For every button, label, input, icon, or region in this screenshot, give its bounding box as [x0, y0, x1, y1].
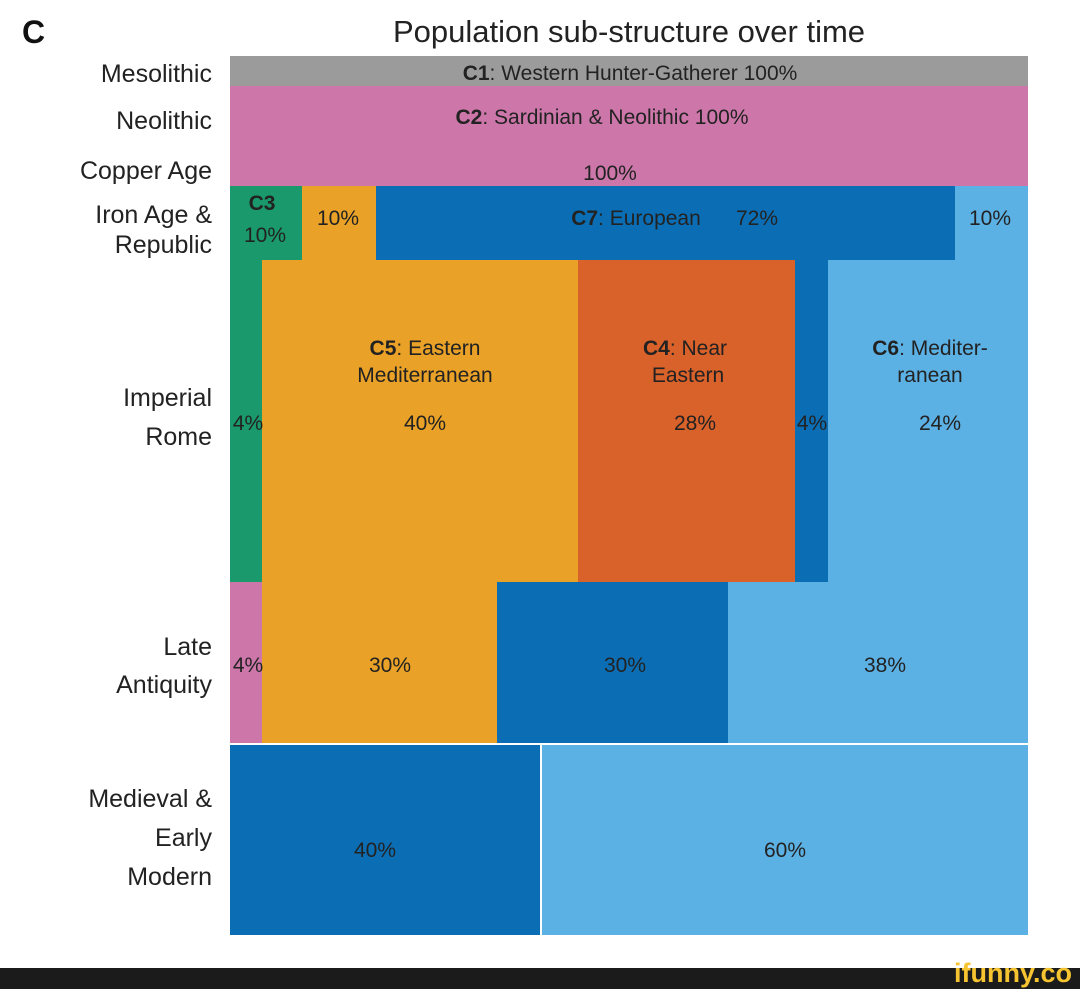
label-imperial-c6-pct: 24%: [919, 412, 961, 435]
panel-label: C: [22, 14, 46, 50]
bar-c2-neolithic-copper: [230, 86, 1028, 186]
label-imperial-c3-pct: 4%: [233, 412, 263, 435]
label-c6-line2: ranean: [897, 364, 962, 387]
watermark-logo: ifunny.co: [954, 958, 1072, 988]
bar-c6-imperial: [828, 260, 1028, 582]
row-label-copper-age: Copper Age: [79, 157, 212, 185]
bar-c7-medieval: [230, 745, 540, 935]
row-label-rome: Rome: [145, 423, 212, 451]
bar-c6-iron-age: [955, 186, 1028, 260]
label-imperial-c4-pct: 28%: [674, 412, 716, 435]
bar-c1-mesolithic: [230, 56, 1028, 86]
row-label-iron-age: Iron Age &: [95, 201, 212, 229]
footer-bar: ifunny.co: [0, 958, 1080, 989]
label-late-c2-pct: 4%: [233, 654, 263, 677]
bar-c3-imperial: [230, 260, 262, 582]
label-c3-pct: 10%: [244, 224, 286, 247]
label-c5-line2: Mediterranean: [357, 364, 492, 387]
bar-c5-iron-age: [302, 186, 376, 260]
bar-c6-late-antiquity: [728, 582, 1028, 743]
label-copper-age-pct: 100%: [583, 162, 637, 185]
label-medieval-c6-pct: 60%: [764, 839, 806, 862]
row-label-imperial: Imperial: [123, 384, 212, 412]
chart-title: Population sub-structure over time: [392, 14, 866, 49]
label-imperial-c7-pct: 4%: [797, 412, 827, 435]
label-iron-c6-pct: 10%: [969, 207, 1011, 230]
bar-c3-iron-age: [230, 186, 302, 260]
row-label-neolithic: Neolithic: [116, 107, 212, 135]
label-c5: C5: Eastern: [370, 337, 481, 360]
label-late-c5-pct: 30%: [369, 654, 411, 677]
label-iron-c5-pct: 10%: [317, 207, 359, 230]
label-late-c7-pct: 30%: [604, 654, 646, 677]
label-imperial-c5-pct: 40%: [404, 412, 446, 435]
label-c1: C1: Western Hunter-Gatherer 100%: [463, 62, 798, 85]
row-label-republic: Republic: [114, 231, 212, 259]
mosaic-chart: C1: Western Hunter-Gatherer 100% C2: Sard…: [230, 56, 1028, 935]
bar-c7-iron-age: [376, 186, 955, 260]
label-iron-c7-pct: 72%: [736, 207, 778, 230]
bar-c5-imperial: [262, 260, 578, 582]
row-label-early: Early: [155, 824, 212, 852]
row-label-late: Late: [163, 633, 212, 661]
label-c4-line2: Eastern: [652, 364, 724, 387]
label-c4: C4: Near: [643, 337, 727, 360]
bar-c6-medieval: [542, 745, 1028, 935]
row-label-mesolithic: Mesolithic: [100, 60, 212, 88]
bar-c7-late-antiquity: [497, 582, 728, 743]
row-label-medieval: Medieval &: [88, 785, 212, 813]
label-c7: C7: European: [571, 207, 701, 230]
label-c3: C3: [249, 192, 276, 215]
bar-c4-imperial: [578, 260, 795, 582]
label-c2: C2: Sardinian & Neolithic 100%: [455, 106, 748, 129]
label-c6: C6: Mediter-: [872, 337, 988, 360]
row-label-antiquity: Antiquity: [116, 671, 212, 699]
row-label-modern: Modern: [127, 863, 212, 891]
bar-c2-late-antiquity: [230, 582, 262, 743]
bar-c5-late-antiquity: [262, 582, 497, 743]
label-late-c6-pct: 38%: [864, 654, 906, 677]
label-medieval-c7-pct: 40%: [354, 839, 396, 862]
bar-c7-imperial: [795, 260, 828, 582]
